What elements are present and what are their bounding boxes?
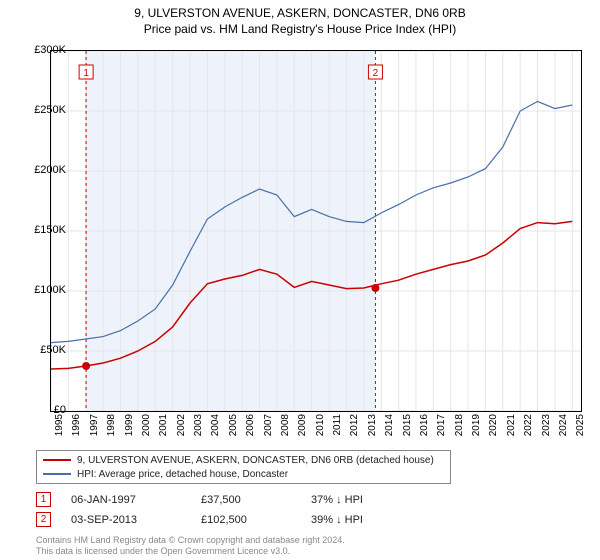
- annotation-row-2: 2 03-SEP-2013 £102,500 39% ↓ HPI: [36, 512, 363, 527]
- xtick-label: 2022: [523, 414, 534, 436]
- xtick-label: 2018: [454, 414, 465, 436]
- annotation-row-1: 1 06-JAN-1997 £37,500 37% ↓ HPI: [36, 492, 363, 507]
- xtick-label: 2023: [541, 414, 552, 436]
- legend-row-hpi: HPI: Average price, detached house, Donc…: [43, 467, 444, 481]
- annotation-delta-2: 39% ↓ HPI: [311, 514, 363, 526]
- xtick-label: 2010: [315, 414, 326, 436]
- xtick-label: 2001: [158, 414, 169, 436]
- footer-line-2: This data is licensed under the Open Gov…: [36, 546, 345, 557]
- xtick-label: 2006: [245, 414, 256, 436]
- annotation-price-2: £102,500: [201, 514, 311, 526]
- xtick-label: 2025: [575, 414, 586, 436]
- xtick-label: 2005: [228, 414, 239, 436]
- annotation-marker-1: 1: [36, 492, 51, 507]
- annotation-price-1: £37,500: [201, 494, 311, 506]
- svg-text:1: 1: [83, 68, 89, 79]
- xtick-label: 2007: [263, 414, 274, 436]
- annotation-date-1: 06-JAN-1997: [71, 494, 201, 506]
- chart-area: 12: [50, 50, 582, 412]
- xtick-label: 2024: [558, 414, 569, 436]
- xtick-label: 2017: [436, 414, 447, 436]
- ytick-label: £100K: [34, 284, 66, 296]
- ytick-label: £50K: [40, 344, 66, 356]
- chart-svg: 12: [51, 51, 581, 411]
- xtick-label: 2012: [349, 414, 360, 436]
- ytick-label: £150K: [34, 224, 66, 236]
- annotation-delta-1: 37% ↓ HPI: [311, 494, 363, 506]
- legend-label-property: 9, ULVERSTON AVENUE, ASKERN, DONCASTER, …: [77, 455, 434, 466]
- xtick-label: 2014: [384, 414, 395, 436]
- xtick-label: 1998: [106, 414, 117, 436]
- page-container: 9, ULVERSTON AVENUE, ASKERN, DONCASTER, …: [0, 0, 600, 560]
- xtick-label: 2021: [506, 414, 517, 436]
- legend-row-property: 9, ULVERSTON AVENUE, ASKERN, DONCASTER, …: [43, 453, 444, 467]
- legend-box: 9, ULVERSTON AVENUE, ASKERN, DONCASTER, …: [36, 450, 451, 484]
- xtick-label: 1997: [89, 414, 100, 436]
- title-subtitle: Price paid vs. HM Land Registry's House …: [0, 22, 600, 36]
- xtick-label: 2020: [488, 414, 499, 436]
- xtick-label: 2013: [367, 414, 378, 436]
- xtick-label: 2019: [471, 414, 482, 436]
- xtick-label: 1996: [71, 414, 82, 436]
- annotation-marker-2: 2: [36, 512, 51, 527]
- title-address: 9, ULVERSTON AVENUE, ASKERN, DONCASTER, …: [0, 6, 600, 20]
- xtick-label: 1999: [124, 414, 135, 436]
- xtick-label: 2002: [176, 414, 187, 436]
- legend-swatch-hpi: [43, 473, 71, 475]
- xtick-label: 2009: [297, 414, 308, 436]
- xtick-label: 2003: [193, 414, 204, 436]
- footer-line-1: Contains HM Land Registry data © Crown c…: [36, 535, 345, 546]
- xtick-label: 2016: [419, 414, 430, 436]
- annotation-date-2: 03-SEP-2013: [71, 514, 201, 526]
- ytick-label: £200K: [34, 164, 66, 176]
- footer-text: Contains HM Land Registry data © Crown c…: [36, 535, 345, 557]
- svg-text:2: 2: [373, 68, 379, 79]
- legend-label-hpi: HPI: Average price, detached house, Donc…: [77, 469, 288, 480]
- xtick-label: 2000: [141, 414, 152, 436]
- title-block: 9, ULVERSTON AVENUE, ASKERN, DONCASTER, …: [0, 0, 600, 36]
- xtick-label: 2015: [402, 414, 413, 436]
- xtick-label: 2008: [280, 414, 291, 436]
- legend-swatch-property: [43, 459, 71, 461]
- xtick-label: 2011: [332, 414, 343, 436]
- xtick-label: 2004: [210, 414, 221, 436]
- xtick-label: 1995: [54, 414, 65, 436]
- ytick-label: £250K: [34, 104, 66, 116]
- ytick-label: £300K: [34, 44, 66, 56]
